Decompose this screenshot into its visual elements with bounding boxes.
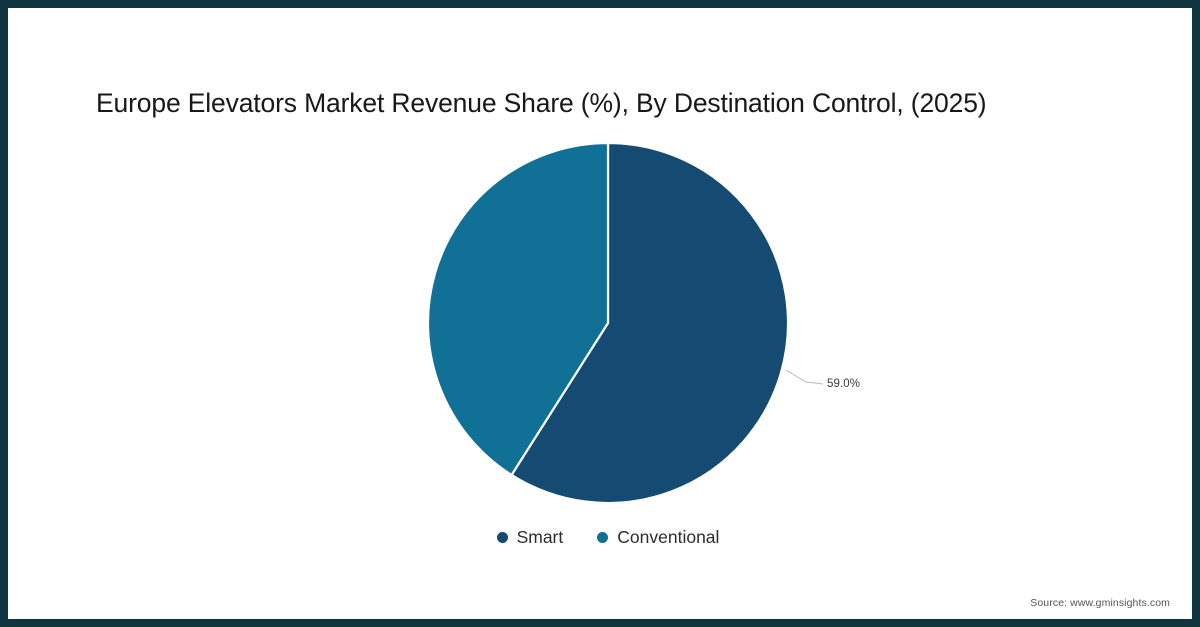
- legend-label-conventional: Conventional: [617, 527, 720, 547]
- legend-item-smart[interactable]: Smart: [496, 526, 564, 548]
- chart-title: Europe Elevators Market Revenue Share (%…: [96, 88, 987, 118]
- pie-slice-conventional[interactable]: [426, 141, 610, 477]
- plot-area: Europe Elevators Market Revenue Share (%…: [8, 8, 1192, 619]
- pie-slice-smart[interactable]: [510, 141, 790, 505]
- legend-item-conventional[interactable]: Conventional: [597, 526, 719, 548]
- data-label-smart: 59.0%: [827, 378, 861, 390]
- legend-swatch-conventional: [597, 531, 609, 543]
- pie-chart: 59.0%: [8, 8, 1200, 627]
- data-label-leader-line: [785, 369, 824, 385]
- chart-legend: Smart Conventional: [8, 526, 1200, 548]
- pie-chart-svg: [426, 141, 824, 505]
- legend-swatch-smart: [496, 531, 508, 543]
- legend-label-smart: Smart: [516, 527, 564, 547]
- source-attribution: Source: www.gminsights.com: [1030, 597, 1170, 609]
